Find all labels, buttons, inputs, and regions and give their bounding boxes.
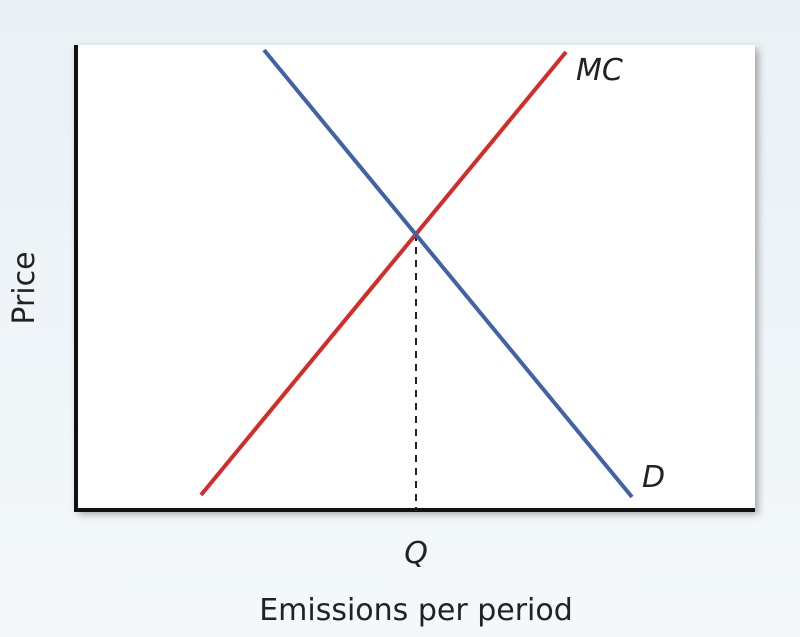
mc-curve (199, 50, 568, 497)
x-axis-label: Emissions per period (259, 593, 573, 628)
y-axis-label: Price (7, 251, 42, 324)
q-label: Q (404, 536, 428, 571)
demand-curve (262, 48, 634, 499)
mc-label: MC (576, 53, 623, 88)
d-label: D (642, 460, 665, 495)
